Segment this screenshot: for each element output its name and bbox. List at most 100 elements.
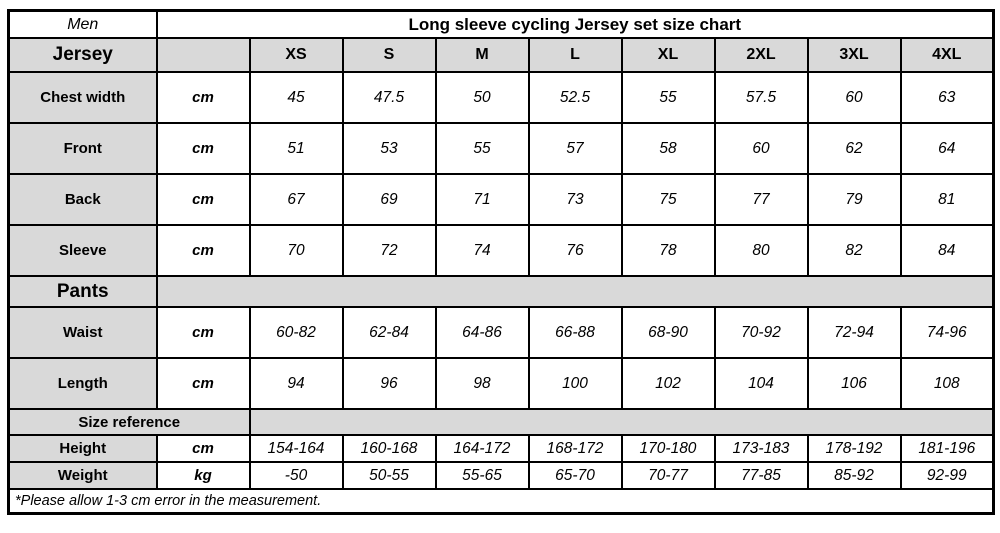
value-cell: -50	[248, 461, 344, 490]
value-cell: 72	[341, 224, 437, 277]
value-cell: 50	[434, 71, 530, 124]
value-cell: 62-84	[341, 306, 437, 359]
value-cell: 70-77	[620, 461, 716, 490]
unit-cell: kg	[155, 461, 251, 490]
value-cell: 80	[713, 224, 809, 277]
value-cell: 64	[899, 122, 995, 175]
value-cell: 78	[620, 224, 716, 277]
value-cell: 47.5	[341, 71, 437, 124]
size-header-xl: XL	[620, 37, 716, 73]
unit-cell: cm	[155, 357, 251, 410]
value-cell: 45	[248, 71, 344, 124]
table-row-sleeve: Sleeve cm 70 72 74 76 78 80 82 84	[7, 224, 995, 277]
row-label: Front	[7, 122, 158, 175]
value-cell: 154-164	[248, 434, 344, 463]
value-cell: 160-168	[341, 434, 437, 463]
value-cell: 94	[248, 357, 344, 410]
value-cell: 104	[713, 357, 809, 410]
value-cell: 77-85	[713, 461, 809, 490]
value-cell: 55	[620, 71, 716, 124]
size-header-s: S	[341, 37, 437, 73]
value-cell: 58	[620, 122, 716, 175]
value-cell: 65-70	[527, 461, 623, 490]
value-cell: 55-65	[434, 461, 530, 490]
value-cell: 63	[899, 71, 995, 124]
value-cell: 98	[434, 357, 530, 410]
jersey-section-label: Jersey	[7, 37, 158, 73]
size-header-2xl: 2XL	[713, 37, 809, 73]
size-header-3xl: 3XL	[806, 37, 902, 73]
pants-section-row: Pants	[7, 275, 995, 308]
unit-cell: cm	[155, 434, 251, 463]
value-cell: 53	[341, 122, 437, 175]
value-cell: 74	[434, 224, 530, 277]
value-cell: 57.5	[713, 71, 809, 124]
row-label: Chest width	[7, 71, 158, 124]
table-row-height: Height cm 154-164 160-168 164-172 168-17…	[7, 434, 995, 463]
size-header-xs: XS	[248, 37, 344, 73]
table-row-chest-width: Chest width cm 45 47.5 50 52.5 55 57.5 6…	[7, 71, 995, 124]
value-cell: 66-88	[527, 306, 623, 359]
value-cell: 70	[248, 224, 344, 277]
value-cell: 82	[806, 224, 902, 277]
size-header-m: M	[434, 37, 530, 73]
value-cell: 100	[527, 357, 623, 410]
value-cell: 70-92	[713, 306, 809, 359]
size-reference-label: Size reference	[7, 408, 251, 436]
value-cell: 79	[806, 173, 902, 226]
value-cell: 52.5	[527, 71, 623, 124]
value-cell: 60-82	[248, 306, 344, 359]
table-row-back: Back cm 67 69 71 73 75 77 79 81	[7, 173, 995, 226]
row-label: Height	[7, 434, 158, 463]
value-cell: 84	[899, 224, 995, 277]
jersey-size-header-row: Jersey XS S M L XL 2XL 3XL 4XL	[7, 37, 995, 73]
men-label: Men	[7, 9, 158, 39]
value-cell: 50-55	[341, 461, 437, 490]
value-cell: 60	[806, 71, 902, 124]
pants-section-label: Pants	[7, 275, 158, 308]
value-cell: 73	[527, 173, 623, 226]
size-chart-table: Men Long sleeve cycling Jersey set size …	[7, 9, 996, 515]
value-cell: 178-192	[806, 434, 902, 463]
value-cell: 68-90	[620, 306, 716, 359]
value-cell: 96	[341, 357, 437, 410]
value-cell: 76	[527, 224, 623, 277]
unit-cell: cm	[155, 224, 251, 277]
value-cell: 62	[806, 122, 902, 175]
value-cell: 77	[713, 173, 809, 226]
value-cell: 69	[341, 173, 437, 226]
value-cell: 102	[620, 357, 716, 410]
table-row-weight: Weight kg -50 50-55 55-65 65-70 70-77 77…	[7, 461, 995, 490]
row-label: Waist	[7, 306, 158, 359]
value-cell: 57	[527, 122, 623, 175]
value-cell: 181-196	[899, 434, 995, 463]
table-row-length: Length cm 94 96 98 100 102 104 106 108	[7, 357, 995, 410]
footnote-row: *Please allow 1-3 cm error in the measur…	[7, 488, 995, 515]
unit-cell: cm	[155, 306, 251, 359]
value-cell: 81	[899, 173, 995, 226]
value-cell: 164-172	[434, 434, 530, 463]
table-row-waist: Waist cm 60-82 62-84 64-86 66-88 68-90 7…	[7, 306, 995, 359]
value-cell: 173-183	[713, 434, 809, 463]
value-cell: 92-99	[899, 461, 995, 490]
size-header-4xl: 4XL	[899, 37, 995, 73]
value-cell: 64-86	[434, 306, 530, 359]
value-cell: 75	[620, 173, 716, 226]
value-cell: 170-180	[620, 434, 716, 463]
size-reference-filler	[248, 408, 995, 436]
title-row: Men Long sleeve cycling Jersey set size …	[7, 9, 995, 39]
value-cell: 55	[434, 122, 530, 175]
value-cell: 106	[806, 357, 902, 410]
empty-unit-header-cell	[155, 37, 251, 73]
unit-cell: cm	[155, 122, 251, 175]
value-cell: 168-172	[527, 434, 623, 463]
value-cell: 108	[899, 357, 995, 410]
pants-section-filler	[155, 275, 995, 308]
value-cell: 71	[434, 173, 530, 226]
value-cell: 72-94	[806, 306, 902, 359]
unit-cell: cm	[155, 173, 251, 226]
row-label: Length	[7, 357, 158, 410]
value-cell: 74-96	[899, 306, 995, 359]
row-label: Back	[7, 173, 158, 226]
value-cell: 85-92	[806, 461, 902, 490]
